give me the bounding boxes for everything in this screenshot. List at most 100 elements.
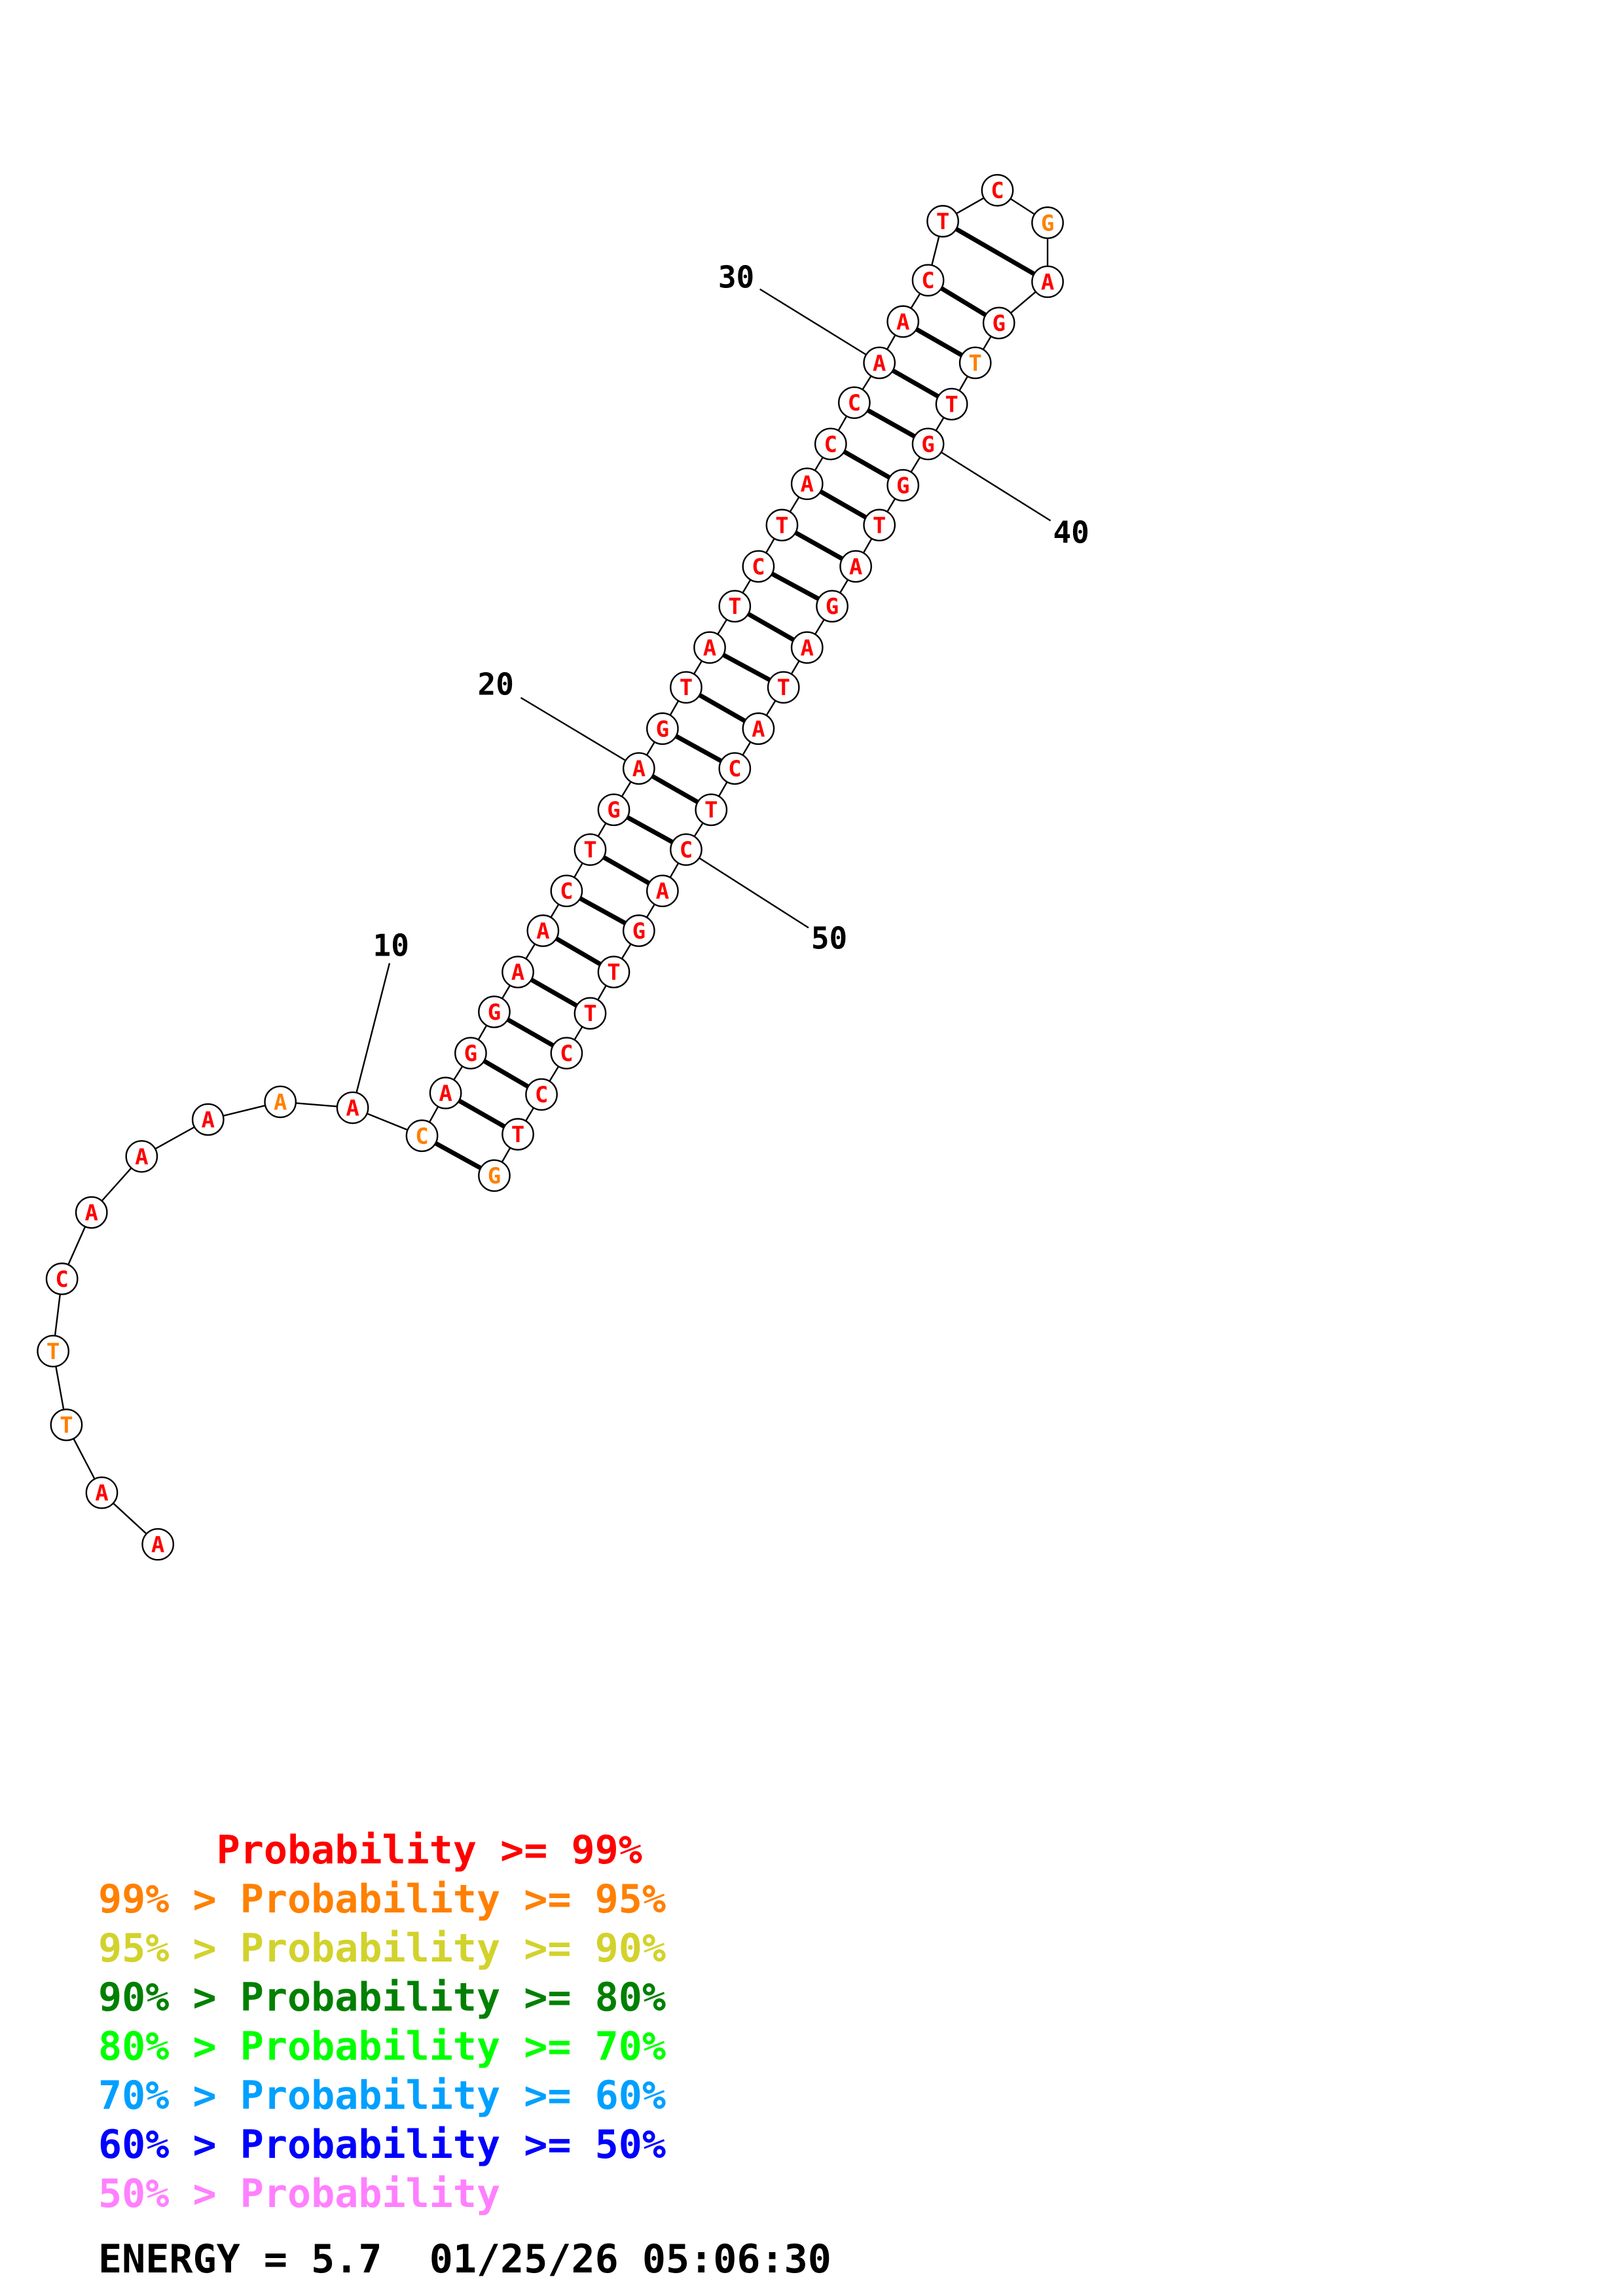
nucleotide-letter: T [968, 350, 981, 376]
nucleotide-letter: T [936, 209, 949, 235]
base-pair-bond [843, 450, 891, 480]
nucleotide-41: G [886, 469, 920, 502]
nucleotide-24: T [718, 590, 752, 623]
nucleotide-circle [405, 1119, 439, 1153]
nucleotide-letter: A [439, 1081, 452, 1107]
nucleotide-circle [816, 590, 848, 623]
legend-line-0: Probability >= 99% [98, 1827, 642, 1873]
base-pair-bond [674, 734, 723, 763]
nucleotide-circle [765, 509, 799, 542]
nucleotide-letter: A [656, 878, 669, 905]
base-pair-bond [434, 1141, 482, 1170]
base-pair-bond [483, 1058, 530, 1089]
nucleotide-circle [85, 1476, 119, 1509]
nucleotide-letter: C [415, 1123, 428, 1149]
nucleotide-27: A [790, 467, 824, 501]
nucleotide-51: A [646, 874, 679, 908]
nucleotide-circle [767, 671, 800, 704]
nucleotide-letter: A [703, 635, 716, 661]
base-pair-bonds [434, 226, 1036, 1170]
nucleotide-43: A [839, 550, 872, 583]
nucleotide-23: A [693, 631, 726, 664]
nucleotide-circle [45, 1263, 79, 1295]
nucleotide-circle [597, 793, 630, 827]
base-pair-bond [794, 530, 844, 561]
base-pair-bond [651, 774, 699, 804]
position-label-10: 10 [373, 928, 409, 963]
nucleotide-letter: G [1041, 210, 1054, 236]
nucleotide-circle [911, 427, 945, 461]
nucleotide-letter: A [849, 554, 862, 580]
nucleotide-55: C [550, 1037, 583, 1069]
nucleotide-circle [646, 874, 679, 908]
nucleotide-16: A [526, 914, 560, 947]
nucleotide-30: A [863, 346, 896, 380]
nucleotide-40: G [911, 427, 945, 461]
nucleotide-letter: C [752, 554, 765, 580]
position-leader-line [520, 696, 640, 770]
nucleotide-letter: T [945, 391, 958, 418]
nucleotide-circle [670, 833, 702, 866]
nucleotide-letter: G [921, 431, 934, 457]
nucleotide-letter: A [752, 716, 765, 742]
nucleotide-35: G [1031, 206, 1064, 240]
nucleotide-letter: A [135, 1144, 148, 1170]
nucleotide-circle [935, 387, 968, 421]
position-leader-line [352, 963, 391, 1108]
nucleotide-20: A [622, 752, 655, 785]
nucleotide-32: C [911, 264, 945, 297]
nucleotide-circle [670, 671, 702, 704]
nucleotide-circle [695, 793, 728, 827]
nucleotide-letter: G [826, 594, 839, 620]
nucleotide-circle [1031, 265, 1064, 298]
nucleotide-letter: A [873, 350, 886, 376]
nucleotide-circle [863, 509, 896, 542]
nucleotide-letter: C [728, 756, 741, 782]
nucleotide-circle [191, 1103, 225, 1136]
base-pair-bond [939, 286, 987, 317]
nucleotide-circle [478, 1159, 511, 1193]
nucleotide-letter: T [680, 675, 693, 701]
base-pair-bond [626, 815, 674, 844]
nucleotide-circle [597, 956, 630, 989]
nucleotide-circle [622, 752, 655, 785]
nucleotide-circle [981, 173, 1014, 207]
position-label-30: 30 [718, 260, 754, 295]
nucleotide-letter: A [896, 309, 909, 335]
nucleotide-50: C [670, 833, 702, 866]
position-leader-line [927, 443, 1051, 522]
nucleotide-circle [264, 1085, 297, 1119]
nucleotide-17: C [550, 874, 583, 908]
nucleotide-letter: A [84, 1200, 98, 1226]
nucleotide-letter: G [632, 918, 646, 944]
nucleotide-38: T [958, 346, 992, 380]
nucleotide-letter: A [536, 918, 549, 944]
nucleotide-circle [693, 631, 726, 664]
nucleotide-13: G [454, 1037, 487, 1069]
nucleotide-53: T [597, 956, 630, 989]
nucleotide-circle [926, 205, 959, 238]
nucleotide-circle [37, 1335, 69, 1368]
nucleotide-letter: T [583, 1001, 596, 1027]
nucleotide-circle [718, 590, 752, 623]
nucleotide-circle [75, 1196, 108, 1229]
nucleotide-54: T [574, 997, 607, 1030]
nucleotide-letter: C [535, 1082, 548, 1108]
nucleotide-circle [886, 469, 920, 502]
nucleotide-circle [958, 346, 992, 380]
base-pair-bond [458, 1098, 506, 1129]
base-pair-bond [506, 1017, 555, 1048]
nucleotide-39: T [935, 387, 968, 421]
nucleotide-18: T [574, 833, 607, 866]
nucleotide-letter: A [202, 1107, 215, 1134]
base-pair-bond [579, 896, 627, 925]
nucleotide-letter: A [95, 1480, 108, 1507]
nucleotide-10: A [336, 1091, 369, 1124]
nucleotide-circle [125, 1139, 158, 1173]
nucleotide-letter: G [464, 1041, 477, 1067]
nucleotide-5: C [45, 1263, 79, 1295]
nucleotide-45: A [790, 631, 824, 664]
nucleotide-2: A [85, 1476, 119, 1509]
